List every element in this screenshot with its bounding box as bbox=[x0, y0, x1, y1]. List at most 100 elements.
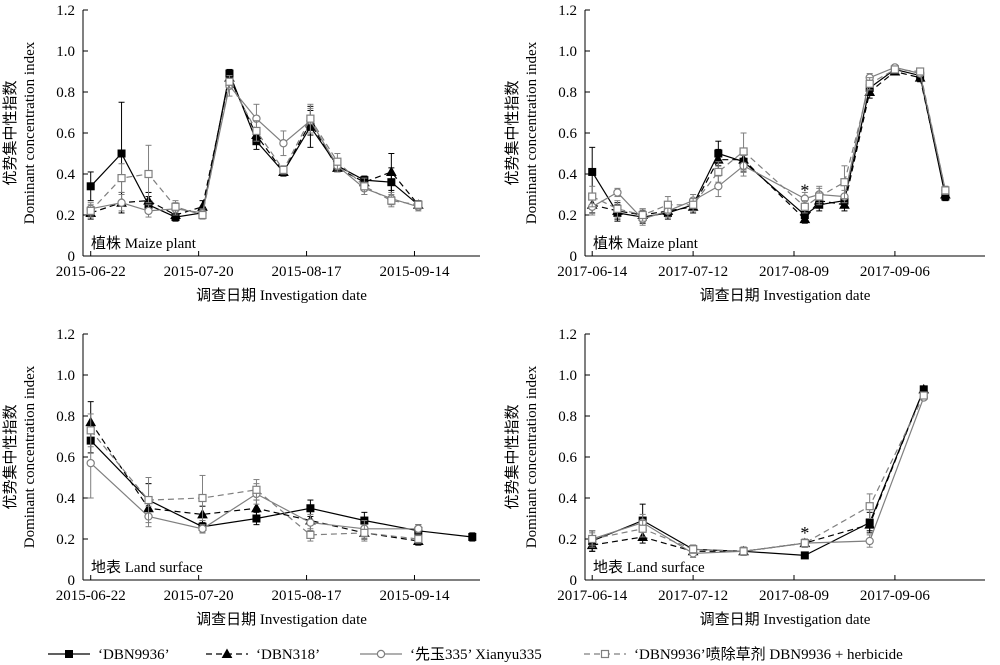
y-axis-title-en: Dominant concentration index bbox=[524, 365, 540, 548]
y-axis-title-en: Dominant concentration index bbox=[524, 41, 540, 224]
data-point bbox=[306, 530, 315, 540]
series-dbn9936 bbox=[588, 65, 950, 224]
y-tick-label: 0.4 bbox=[558, 167, 577, 183]
data-point bbox=[468, 532, 477, 541]
significance-marker: * bbox=[800, 180, 809, 200]
y-tick-label: 0.4 bbox=[56, 167, 75, 183]
series-dbn9936 bbox=[86, 68, 423, 222]
data-point bbox=[117, 149, 126, 158]
x-tick-label: 2015-09-14 bbox=[379, 588, 449, 604]
series-line bbox=[592, 70, 946, 220]
y-axis-title-cn: 优势集中性指数 bbox=[2, 404, 19, 509]
data-point bbox=[739, 547, 748, 556]
legend-item-xianyu335: ‘先玉335’ Xianyu335 bbox=[360, 646, 542, 663]
y-tick-label: 1.2 bbox=[558, 327, 577, 343]
y-tick-label: 1.2 bbox=[558, 3, 577, 19]
x-tick-label: 2017-08-09 bbox=[759, 588, 829, 604]
chart-panel-2: 0 0.2 0.4 0.6 0.8 1.0 1.2 2017-06-14 2017-07-12 2… bbox=[504, 3, 985, 304]
data-point bbox=[799, 213, 811, 224]
data-point bbox=[144, 206, 153, 216]
data-point bbox=[840, 178, 849, 187]
series-xianyu335 bbox=[588, 63, 950, 226]
series-xianyu335 bbox=[588, 393, 928, 558]
data-point bbox=[714, 167, 723, 177]
x-tick-label: 2017-08-09 bbox=[759, 264, 829, 280]
data-point bbox=[144, 495, 153, 505]
panel-label: 地表 Land surface bbox=[593, 559, 705, 576]
y-tick-label: 1.0 bbox=[558, 368, 577, 384]
x-axis-title: 调查日期 Investigation date bbox=[700, 287, 871, 304]
data-point bbox=[306, 114, 315, 123]
data-point bbox=[941, 186, 950, 195]
x-tick-label: 2015-07-20 bbox=[164, 588, 234, 604]
y-axis-title-en: Dominant concentration index bbox=[22, 365, 38, 548]
series-line bbox=[90, 421, 419, 542]
series-line bbox=[90, 71, 419, 218]
series-line bbox=[90, 430, 419, 540]
data-point bbox=[663, 200, 672, 209]
y-axis-title-cn: 优势集中性指数 bbox=[504, 80, 521, 185]
data-point bbox=[360, 182, 369, 191]
y-tick-label: 0 bbox=[68, 573, 76, 589]
data-point bbox=[714, 182, 723, 191]
series-dbn9936 bbox=[86, 427, 477, 542]
y-tick-label: 0.2 bbox=[56, 208, 75, 224]
data-point bbox=[279, 165, 288, 174]
y-tick-label: 0.2 bbox=[56, 532, 75, 548]
data-point bbox=[387, 196, 396, 205]
y-tick-label: 1.0 bbox=[56, 368, 75, 384]
data-point bbox=[638, 524, 647, 533]
data-point bbox=[86, 426, 95, 435]
data-point bbox=[865, 536, 874, 546]
x-tick-label: 2015-06-22 bbox=[56, 264, 126, 280]
data-point bbox=[689, 200, 698, 209]
y-tick-label: 0.4 bbox=[558, 491, 577, 507]
series-line bbox=[591, 68, 946, 216]
data-point bbox=[919, 391, 928, 400]
data-point bbox=[865, 502, 874, 511]
y-tick-label: 1.0 bbox=[558, 44, 577, 60]
data-point bbox=[251, 502, 262, 513]
data-point bbox=[865, 79, 874, 88]
x-tick-label: 2017-07-12 bbox=[658, 588, 728, 604]
y-tick-label: 0.8 bbox=[558, 409, 577, 425]
data-point bbox=[171, 202, 180, 211]
data-point bbox=[86, 458, 95, 468]
y-axis-title-cn: 优势集中性指数 bbox=[2, 80, 19, 185]
x-axis-title: 调查日期 Investigation date bbox=[700, 611, 871, 628]
data-point bbox=[306, 518, 315, 527]
legend-marker bbox=[221, 648, 233, 658]
y-axis-title-cn: 优势集中性指数 bbox=[504, 404, 521, 509]
y-axis-title-en: Dominant concentration index bbox=[22, 41, 38, 224]
legend-label: ‘DBN9936’喷除草剂 DBN9936 + herbicide bbox=[634, 646, 903, 663]
x-tick-label: 2015-09-14 bbox=[379, 264, 449, 280]
legend-item-dbn9936_herbicide: ‘DBN9936’喷除草剂 DBN9936 + herbicide bbox=[584, 646, 903, 663]
data-point bbox=[739, 147, 748, 156]
data-point bbox=[225, 77, 234, 86]
data-point bbox=[916, 67, 925, 76]
legend-label: ‘先玉335’ Xianyu335 bbox=[410, 646, 542, 663]
data-point bbox=[864, 519, 876, 529]
legend-marker bbox=[376, 649, 386, 659]
series-line bbox=[90, 75, 419, 216]
legend-item-dbn9936: ‘DBN9936’ bbox=[48, 647, 170, 663]
series-dbn9936_herbicide bbox=[588, 391, 928, 556]
legend-label: ‘DBN318’ bbox=[256, 647, 320, 663]
x-tick-label: 2015-07-20 bbox=[164, 264, 234, 280]
data-point bbox=[414, 524, 423, 533]
data-point bbox=[144, 169, 153, 179]
x-tick-label: 2015-08-17 bbox=[272, 264, 342, 280]
y-tick-label: 0.2 bbox=[558, 208, 577, 224]
y-tick-label: 1.2 bbox=[56, 327, 75, 343]
data-point bbox=[588, 167, 597, 176]
y-tick-label: 1.2 bbox=[56, 3, 75, 19]
y-tick-label: 0.8 bbox=[56, 409, 75, 425]
data-point bbox=[252, 485, 261, 494]
legend-label: ‘DBN9936’ bbox=[98, 647, 170, 663]
series-line bbox=[90, 80, 419, 216]
data-point bbox=[800, 538, 809, 548]
x-tick-label: 2017-09-06 bbox=[860, 264, 930, 280]
data-point bbox=[86, 206, 95, 215]
series-line bbox=[591, 68, 946, 218]
